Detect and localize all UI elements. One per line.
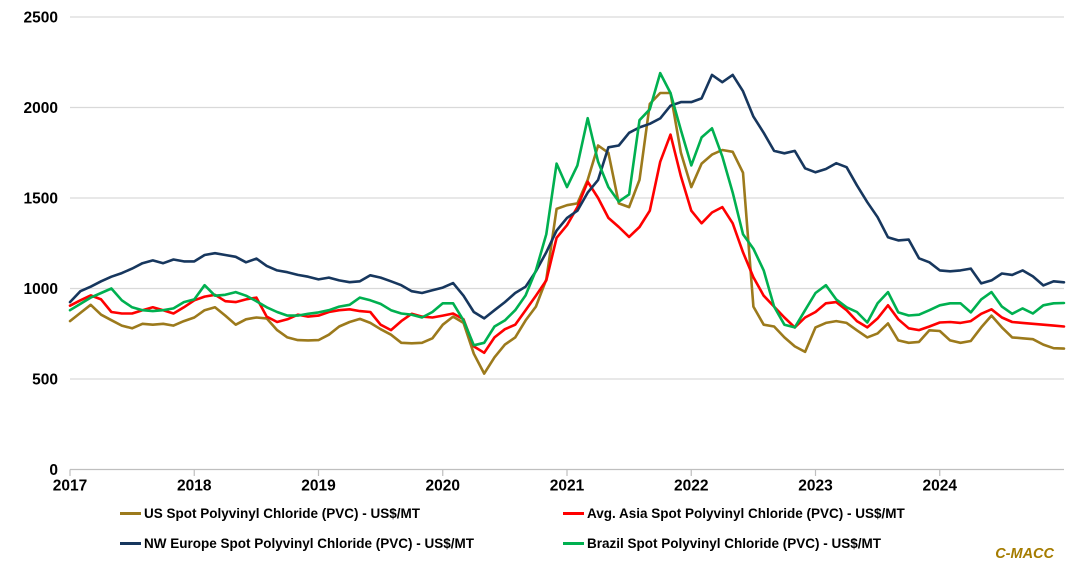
series-line-asia [68, 133, 1066, 355]
x-tick-label: 2021 [550, 478, 585, 495]
x-tick-label: 2022 [674, 478, 708, 495]
legend-label-asia: Avg. Asia Spot Polyvinyl Chloride (PVC) … [587, 506, 905, 521]
legend-label-us: US Spot Polyvinyl Chloride (PVC) - US$/M… [144, 506, 421, 521]
y-tick-label: 500 [32, 372, 58, 389]
x-tick-label: 2018 [177, 478, 212, 495]
y-tick-label: 1000 [24, 281, 58, 298]
series-line-brazil [68, 71, 1066, 347]
legend-line-swatch-us [120, 512, 141, 515]
legend-item-brazil: Brazil Spot Polyvinyl Chloride (PVC) - U… [563, 536, 881, 551]
x-tick-label: 2017 [53, 478, 87, 495]
x-tick-label: 2020 [426, 478, 460, 495]
legend-line-swatch-brazil [563, 542, 584, 545]
legend-item-us: US Spot Polyvinyl Chloride (PVC) - US$/M… [120, 506, 420, 521]
legend-line-swatch-asia [563, 512, 584, 515]
legend-line-swatch-nw-europe [120, 542, 141, 545]
legend-label-brazil: Brazil Spot Polyvinyl Chloride (PVC) - U… [587, 536, 882, 551]
x-tick-label: 2019 [301, 478, 336, 495]
y-tick-label: 2500 [24, 10, 58, 27]
y-tick-label: 0 [49, 462, 58, 479]
y-tick-label: 2000 [24, 100, 58, 117]
legend-label-nw-europe: NW Europe Spot Polyvinyl Chloride (PVC) … [144, 536, 475, 551]
cmacc-watermark: C-MACC [995, 546, 1054, 562]
legend-item-nw-europe: NW Europe Spot Polyvinyl Chloride (PVC) … [120, 536, 474, 551]
legend-item-asia: Avg. Asia Spot Polyvinyl Chloride (PVC) … [563, 506, 905, 521]
x-tick-label: 2024 [923, 478, 958, 495]
series-line-nw-europe [68, 73, 1066, 320]
x-tick-label: 2023 [798, 478, 833, 495]
series-line-us [68, 91, 1066, 375]
y-tick-label: 1500 [24, 191, 58, 208]
